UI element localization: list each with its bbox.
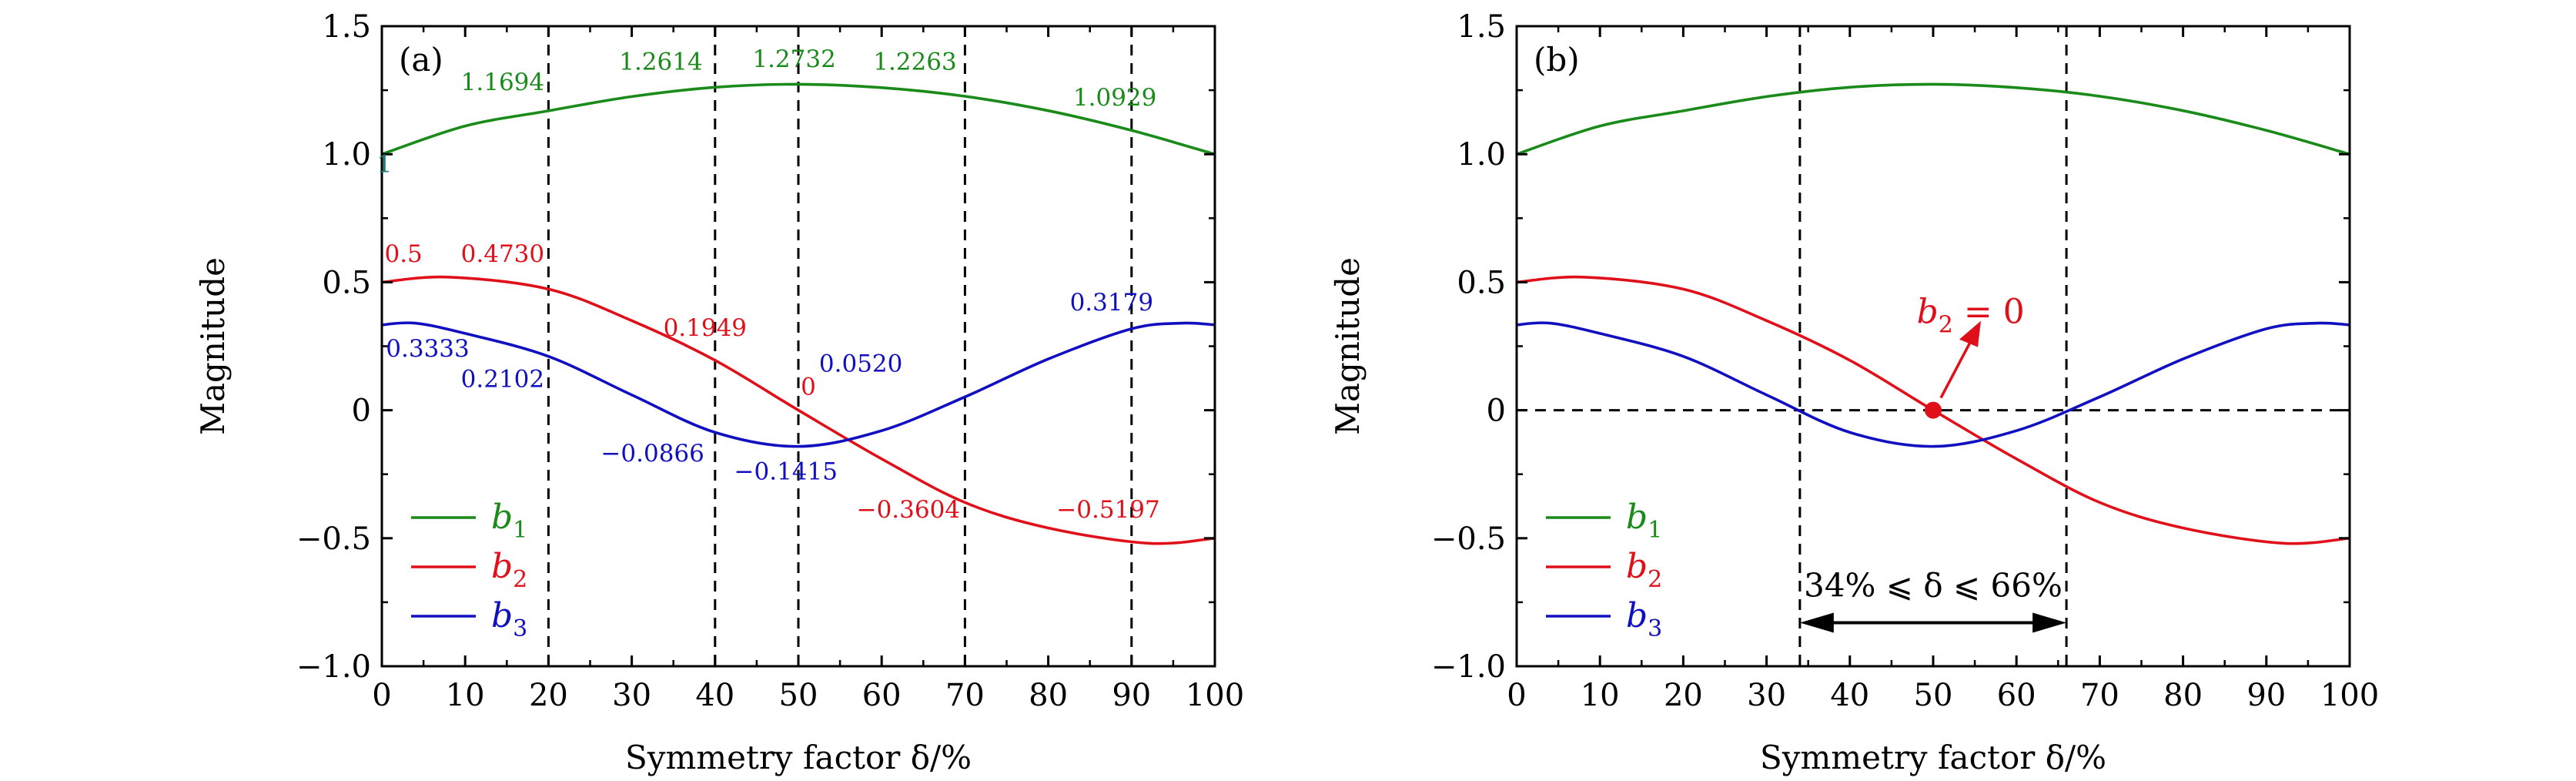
value-annotation: 0.0520 [819, 350, 902, 378]
x-tick-label: 20 [1664, 678, 1703, 713]
zero-crossing-marker [1925, 401, 1942, 419]
y-tick-label: 0.5 [322, 265, 371, 300]
legend-subscript: 1 [1648, 517, 1662, 544]
legend-subscript: 3 [513, 615, 527, 642]
x-tick-label: 60 [1997, 678, 2036, 713]
y-tick-label: −0.5 [1431, 521, 1506, 557]
x-tick-label: 60 [862, 678, 902, 713]
legend-entry-b2: b2 [491, 547, 527, 593]
legend-symbol: b [1626, 547, 1648, 586]
x-tick-label: 30 [612, 678, 651, 713]
y-axis-title: Magnitude [194, 257, 232, 435]
series-line-b1 [1516, 82, 2350, 156]
x-tick-label: 70 [2080, 678, 2119, 713]
y-tick-label: 0 [1487, 394, 1506, 429]
value-annotation: −0.5197 [1056, 496, 1159, 524]
zero-crossing-label: b2 = 0 [1917, 293, 2025, 339]
x-tick-label: 10 [1581, 678, 1620, 713]
legend-subscript: 2 [513, 566, 527, 593]
x-axis-title: Symmetry factor δ/% [625, 739, 972, 776]
y-tick-label: −1.0 [1431, 649, 1506, 685]
x-axis-title: Symmetry factor δ/% [1760, 739, 2106, 776]
legend-subscript: 2 [1648, 566, 1662, 593]
legend-symbol: b [1626, 596, 1648, 635]
legend-symbol: b [491, 498, 513, 537]
range-arrow-head-right [2032, 612, 2067, 633]
x-tick-label: 90 [2246, 678, 2286, 713]
value-annotation: 0 [801, 374, 816, 401]
label-symbol: b [1917, 293, 1939, 332]
value-annotation: 0.1949 [664, 314, 747, 342]
legend-entry-b1: b1 [491, 498, 527, 544]
y-tick-label: 1.0 [1457, 137, 1506, 173]
panel-b-chart: 0 10 20 30 40 50 60 70 80 90 100 1.5 1.0 0.5 0 −0.5 −1.0… [1329, 9, 2379, 776]
panel-a-chart: 0 10 20 30 40 50 60 70 80 90 1001.51.00.50−0.5−1.0… [194, 9, 1244, 776]
x-tick-label: 40 [1830, 678, 1869, 713]
value-annotation: 1.2263 [873, 49, 956, 76]
legend-symbol: b [1626, 498, 1648, 537]
value-annotation: 1.0929 [1073, 84, 1156, 112]
y-tick-label: 1.5 [1457, 9, 1506, 45]
x-tick-label: 40 [695, 678, 734, 713]
value-annotation: 0.3179 [1070, 289, 1153, 317]
y-tick-label: −0.5 [296, 521, 371, 557]
x-tick-label: 50 [1914, 678, 1953, 713]
value-annotation: 0.4730 [461, 240, 544, 268]
x-tick-label: 30 [1747, 678, 1786, 713]
legend-subscript: 1 [513, 517, 527, 544]
range-arrow-head-left [1799, 612, 1834, 633]
x-tick-label: 80 [1029, 678, 1068, 713]
x-tick-label: 70 [945, 678, 985, 713]
series-line-b2 [381, 275, 1216, 545]
panel-label: (b) [1534, 41, 1580, 79]
legend-entry-b3: b3 [1626, 596, 1662, 642]
value-annotation: −0.0866 [601, 440, 704, 468]
label-equals: = 0 [1953, 293, 2025, 332]
value-annotation: 1 [376, 150, 392, 178]
x-tick-label: 20 [529, 678, 568, 713]
legend-entry-b2: b2 [1626, 547, 1662, 593]
value-annotation: 0.5 [384, 240, 422, 268]
label-subscript: 2 [1939, 312, 1953, 339]
y-tick-label: −1.0 [296, 649, 371, 685]
legend-entry-b3: b3 [491, 596, 527, 642]
series-line-b1 [381, 82, 1216, 156]
x-tick-label: 0 [372, 678, 391, 713]
y-axis-title: Magnitude [1329, 257, 1367, 435]
x-tick-label: 100 [2320, 678, 2379, 713]
y-tick-label: 0 [352, 394, 371, 429]
value-annotation: −0.3604 [857, 496, 960, 524]
value-annotation: −0.1415 [734, 458, 838, 485]
x-tick-label: 10 [446, 678, 485, 713]
value-annotation: 0.3333 [386, 335, 469, 363]
series-line-b3 [1516, 321, 2350, 448]
value-annotation: 1.2732 [752, 45, 835, 73]
valid-range-label: 34% ⩽ δ ⩽ 66% [1804, 566, 2062, 604]
x-tick-label: 0 [1507, 678, 1526, 713]
legend-symbol: b [491, 547, 513, 586]
series-line-b3 [381, 321, 1216, 448]
y-tick-label: 0.5 [1457, 265, 1506, 300]
arrow-head [1959, 320, 1981, 347]
arrow-shaft [1939, 341, 1972, 399]
x-tick-label: 100 [1186, 678, 1244, 713]
x-tick-label: 80 [2163, 678, 2203, 713]
panel-label: (a) [399, 41, 443, 79]
x-tick-label: 50 [779, 678, 818, 713]
value-annotation: 1.1694 [461, 69, 544, 96]
y-tick-label: 1.5 [322, 9, 371, 45]
value-annotation: 0.2102 [461, 366, 544, 394]
x-tick-label: 90 [1112, 678, 1151, 713]
legend-subscript: 3 [1648, 615, 1662, 642]
legend-entry-b1: b1 [1626, 498, 1662, 544]
y-tick-label: 1.0 [322, 137, 371, 173]
legend-symbol: b [491, 596, 513, 635]
value-annotation: 1.2614 [619, 49, 702, 76]
